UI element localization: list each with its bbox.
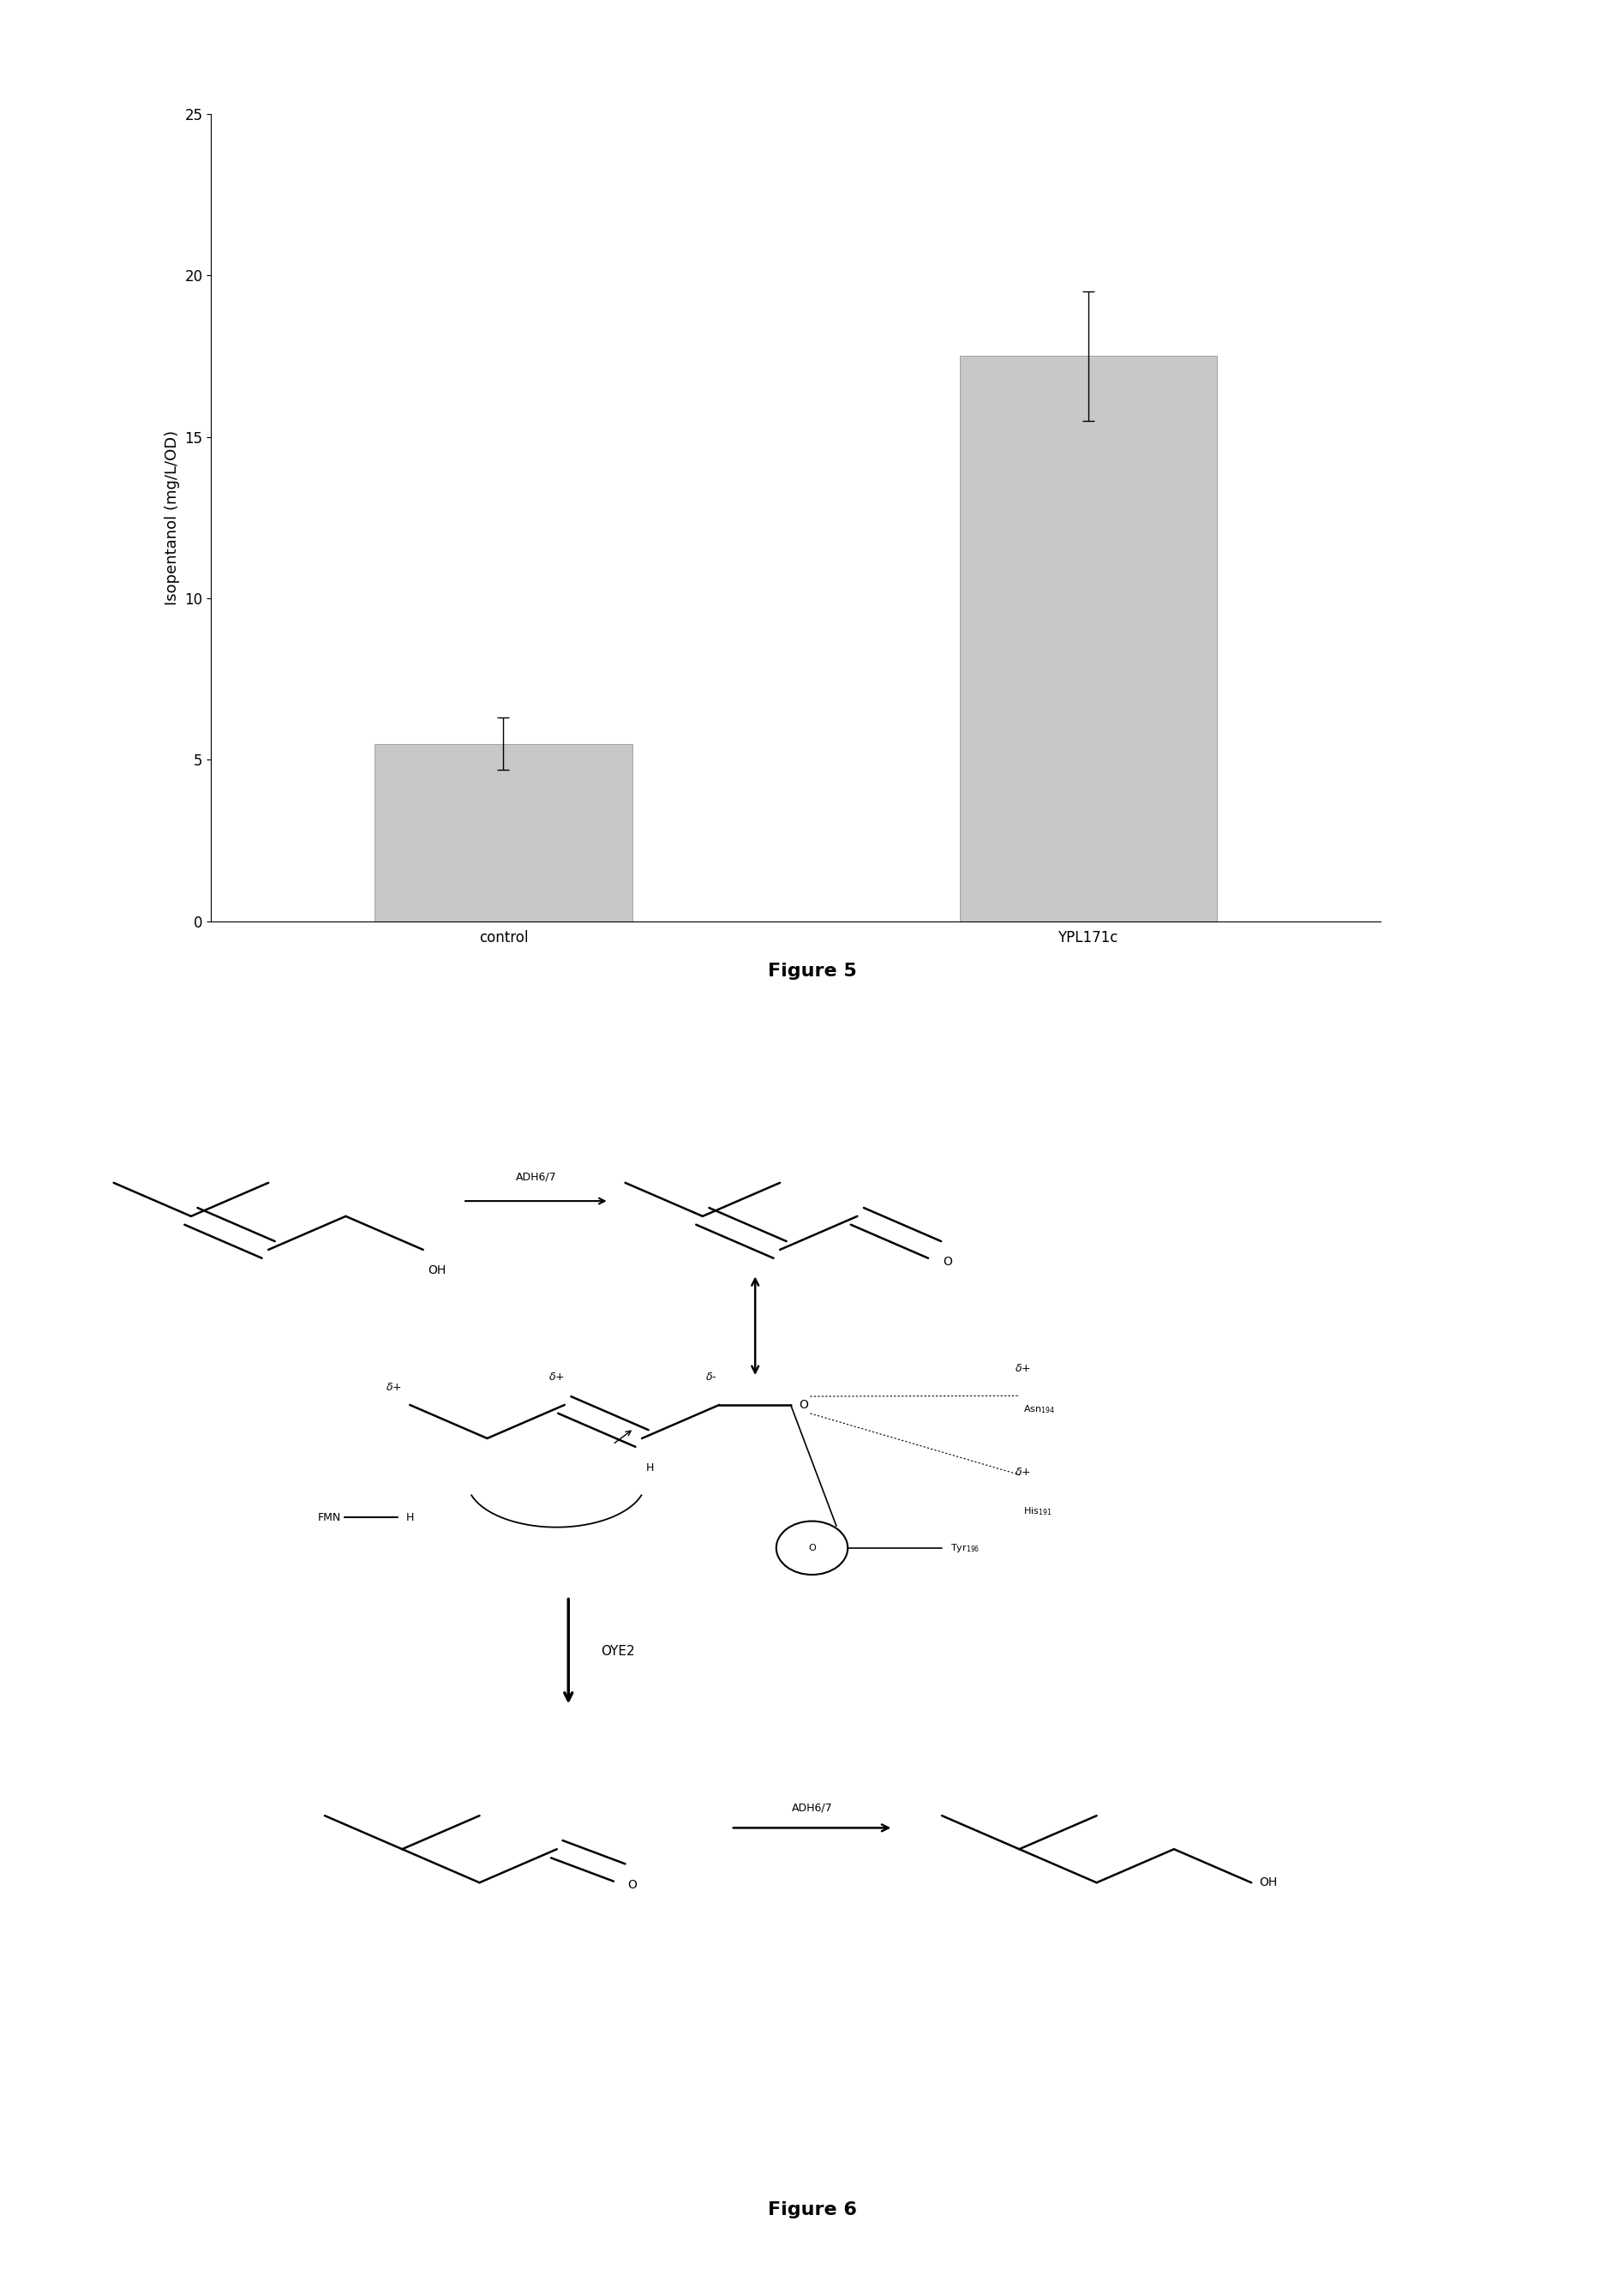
Text: O: O [809,1545,815,1552]
Text: His$_{191}$: His$_{191}$ [1023,1506,1052,1517]
Text: H: H [646,1463,654,1474]
Text: Figure 5: Figure 5 [768,962,856,981]
Text: FMN: FMN [318,1513,341,1522]
Text: OH: OH [429,1265,447,1276]
Y-axis label: Isopentanol (mg/L/OD): Isopentanol (mg/L/OD) [164,430,180,605]
Bar [375,744,632,921]
Text: O: O [944,1256,952,1267]
Text: OYE2: OYE2 [601,1645,635,1658]
Text: Tyr$_{196}$: Tyr$_{196}$ [950,1542,979,1554]
Text: $\delta$+: $\delta$+ [1015,1363,1031,1374]
Text: O: O [799,1399,809,1410]
Text: H: H [406,1513,414,1522]
Text: ADH6/7: ADH6/7 [515,1172,557,1183]
Bar [960,357,1216,921]
Text: O: O [627,1879,637,1891]
Text: $\delta$+: $\delta$+ [549,1372,565,1383]
Text: $\delta$+: $\delta$+ [385,1381,401,1392]
Text: Asn$_{194}$: Asn$_{194}$ [1023,1404,1056,1415]
Text: $\delta$+: $\delta$+ [1015,1467,1031,1476]
Text: Figure 6: Figure 6 [768,2200,856,2218]
Text: $\delta$-: $\delta$- [705,1372,716,1383]
Text: ADH6/7: ADH6/7 [791,1802,833,1813]
Text: OH: OH [1260,1877,1278,1888]
